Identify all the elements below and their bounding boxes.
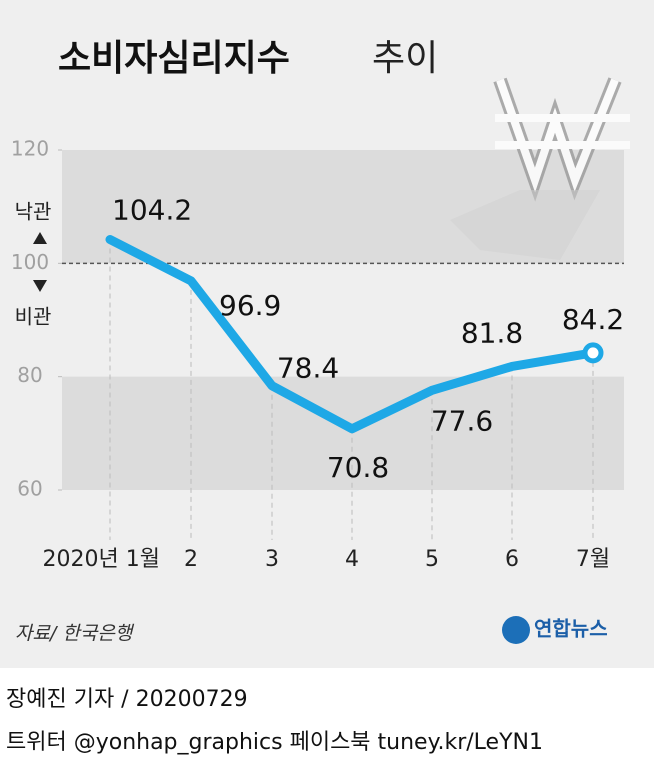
up-arrow <box>33 232 47 244</box>
down-arrow <box>33 280 47 292</box>
chart-subtitle: 추이 <box>372 38 438 79</box>
upper-label: 낙관 <box>15 200 52 224</box>
value-label: 81.8 <box>461 316 523 349</box>
point <box>509 363 515 370</box>
y-tick-label: 100 <box>11 250 49 274</box>
logo-icon <box>502 616 530 644</box>
y-tick-label: 120 <box>11 137 49 161</box>
value-label: 70.8 <box>327 451 389 484</box>
y-tick-label: 80 <box>17 363 42 387</box>
background <box>0 0 654 668</box>
x-tick-label: 7월 <box>576 547 610 572</box>
x-tick-label: 4 <box>345 547 359 572</box>
footer-background <box>0 668 654 761</box>
point <box>269 382 275 389</box>
value-label: 77.6 <box>431 404 493 437</box>
value-label: 84.2 <box>562 303 624 336</box>
logo: 연합뉴스 <box>534 617 608 641</box>
point <box>349 425 355 432</box>
x-tick-label: 3 <box>265 547 279 572</box>
x-tick-label: 5 <box>425 547 439 572</box>
value-label: 96.9 <box>219 289 281 322</box>
x-tick-label: 6 <box>505 547 519 572</box>
point <box>107 236 113 243</box>
won-icon <box>450 77 630 260</box>
end-marker <box>582 342 604 364</box>
value-label: 104.2 <box>112 194 192 227</box>
band <box>62 376 624 490</box>
x-tick-label: 2020년 1월 <box>43 547 160 572</box>
links: 트위터 @yonhap_graphics 페이스북 tuney.kr/LeYN1 <box>6 730 543 755</box>
y-tick-label: 60 <box>17 477 42 501</box>
point <box>429 387 435 394</box>
chart-title: 소비자심리지수 <box>58 38 290 79</box>
point <box>188 277 194 284</box>
value-label: 78.4 <box>277 352 339 385</box>
lower-label: 비관 <box>15 305 52 329</box>
byline: 장예진 기자 / 20200729 <box>6 687 248 712</box>
x-tick-label: 2 <box>184 547 198 572</box>
source: 자료/ 한국은행 <box>15 623 135 645</box>
